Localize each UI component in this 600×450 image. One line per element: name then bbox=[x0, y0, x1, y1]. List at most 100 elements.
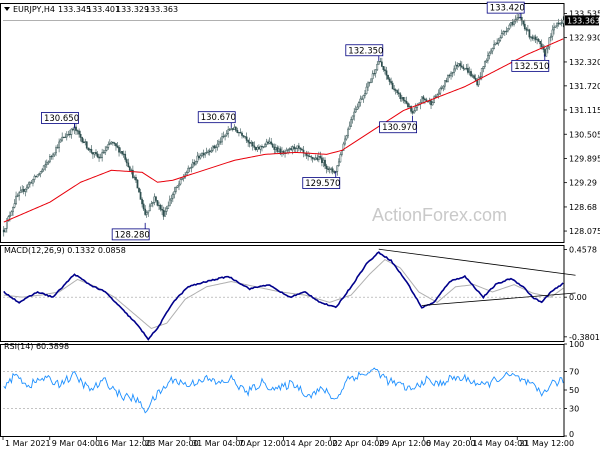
candle-body bbox=[393, 88, 396, 90]
panel-frame-3 bbox=[0, 344, 565, 437]
candle-body bbox=[7, 216, 10, 222]
candle-body bbox=[296, 145, 299, 149]
candle-body bbox=[58, 141, 60, 149]
candle-body bbox=[400, 97, 403, 100]
candle-body bbox=[500, 33, 503, 39]
ohlc-low: 133.329 bbox=[116, 5, 149, 14]
annotation-label: 132.350 bbox=[348, 46, 383, 56]
candle-body bbox=[141, 199, 143, 205]
candle-body bbox=[377, 61, 380, 65]
candle-body bbox=[408, 106, 411, 108]
price-tick-label: 129.29 bbox=[569, 179, 597, 188]
candle-body bbox=[41, 169, 44, 172]
annotation-box bbox=[41, 112, 79, 124]
candle-body bbox=[72, 128, 74, 131]
candle-body bbox=[78, 130, 80, 135]
candle-body bbox=[357, 102, 360, 108]
candle-body bbox=[299, 147, 302, 150]
candle-body bbox=[353, 111, 356, 117]
candle-body bbox=[202, 152, 205, 156]
candle-body bbox=[230, 128, 233, 131]
candle-body bbox=[488, 52, 491, 56]
candle-body bbox=[47, 161, 50, 164]
time-tick-label: 29 Apr 12:00 bbox=[379, 439, 431, 448]
candle-body bbox=[430, 100, 432, 106]
panel-frame-1 bbox=[0, 3, 565, 243]
candle-body bbox=[321, 157, 323, 163]
candle-body bbox=[462, 66, 465, 69]
candle-body bbox=[110, 141, 113, 144]
annotation-box bbox=[345, 44, 384, 57]
candle-body bbox=[359, 98, 362, 103]
candle-body bbox=[164, 211, 167, 217]
candle-body bbox=[95, 152, 97, 155]
candle-body bbox=[531, 36, 534, 39]
candle-body bbox=[480, 68, 483, 77]
annotation-box bbox=[379, 121, 418, 134]
macd-axis: 0.4578 0.00 -0.3801 bbox=[564, 245, 600, 342]
candle-body bbox=[248, 141, 251, 144]
candle-body bbox=[181, 178, 183, 180]
candle-body bbox=[213, 145, 216, 149]
candle-body bbox=[187, 167, 190, 173]
macd-trendline bbox=[421, 292, 576, 306]
candle-body bbox=[487, 55, 489, 61]
candle-body bbox=[507, 28, 509, 32]
candle-body bbox=[410, 106, 412, 112]
candle-body bbox=[407, 103, 409, 108]
ema-path bbox=[3, 38, 564, 223]
candle-body bbox=[211, 145, 214, 151]
rsi-axis: 100 70 50 30 0 bbox=[564, 340, 584, 439]
candle-body bbox=[454, 64, 457, 70]
candle-body bbox=[325, 165, 328, 169]
candle-body bbox=[553, 26, 555, 31]
candle-body bbox=[364, 93, 366, 96]
candle-body bbox=[347, 128, 349, 137]
candle-body bbox=[371, 73, 374, 80]
candle-body bbox=[25, 186, 28, 190]
candle-body bbox=[322, 159, 325, 163]
candle-body bbox=[442, 85, 445, 89]
candle-body bbox=[233, 126, 236, 130]
candle-body bbox=[271, 143, 274, 148]
price-tick-label: 133.535 bbox=[569, 10, 600, 19]
candle-body bbox=[178, 183, 180, 187]
annotation-box bbox=[302, 177, 341, 189]
candle-body bbox=[93, 152, 96, 155]
candle-body bbox=[145, 212, 148, 215]
candle-body bbox=[465, 67, 468, 70]
ohlc-open: 133.345 bbox=[58, 5, 91, 14]
candle-body bbox=[503, 31, 506, 33]
candle-body bbox=[379, 61, 382, 63]
candle-body bbox=[215, 146, 217, 149]
symbol-dropdown-icon[interactable] bbox=[4, 7, 10, 11]
candle-body bbox=[190, 166, 193, 169]
annotation-label: 132.510 bbox=[514, 62, 549, 72]
candle-body bbox=[170, 198, 173, 201]
candle-body bbox=[105, 146, 108, 151]
candle-body bbox=[414, 107, 417, 111]
candle-body bbox=[132, 169, 134, 178]
candle-body bbox=[450, 72, 452, 77]
candle-body bbox=[16, 195, 19, 197]
candle-body bbox=[12, 207, 14, 213]
macd-tick-label: -0.3801 bbox=[569, 333, 600, 342]
candle-body bbox=[356, 106, 359, 110]
price-tick-label: 128.68 bbox=[569, 203, 597, 212]
candle-body bbox=[537, 39, 540, 42]
candle-body bbox=[118, 147, 120, 153]
candle-body bbox=[96, 153, 99, 158]
candle-body bbox=[459, 63, 462, 67]
candle-body bbox=[494, 42, 497, 45]
candle-body bbox=[520, 16, 523, 22]
candle-body bbox=[265, 141, 268, 145]
candle-body bbox=[420, 96, 423, 103]
candle-body bbox=[339, 154, 342, 163]
candle-body bbox=[453, 68, 455, 73]
candle-body bbox=[75, 126, 77, 131]
candle-body bbox=[390, 81, 392, 84]
candle-body bbox=[433, 96, 435, 104]
watermark: ActionForex.com bbox=[372, 205, 507, 225]
candle-body bbox=[276, 147, 279, 152]
candle-body bbox=[219, 141, 222, 143]
